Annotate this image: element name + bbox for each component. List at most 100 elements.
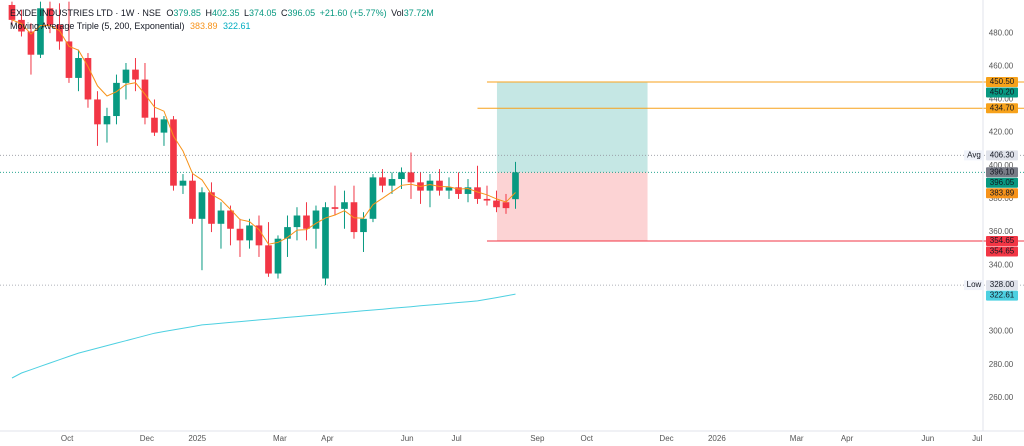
level-label: 354.65 [990,236,1015,245]
candle-body [360,218,367,233]
ohlc-value: 379.85 [173,8,201,18]
candle-body [512,172,519,200]
x-tick-label: Jul [451,434,461,443]
candle-body [113,82,120,117]
candle-body [46,8,54,25]
x-tick-label: Apr [321,434,334,443]
candle-body [322,207,329,279]
volume-label: Vol [391,8,404,18]
change: +21.60 (+5.77%) [320,8,387,18]
indicator-value: 383.89 [190,21,218,31]
y-tick-label: 280.00 [989,360,1014,369]
plot-area [0,1,1024,379]
candle-body [27,31,35,55]
x-tick-label: Oct [581,434,594,443]
level-tag-box [964,150,984,161]
candle-body [350,202,358,233]
level-tag-box [964,280,984,291]
candle-body [84,58,92,100]
candle-body [379,177,386,186]
level-label: 406.30 [990,150,1015,159]
level-label: 328.00 [990,280,1015,289]
indicator: Moving Average Triple (5, 200, Exponenti… [10,21,184,31]
level-label: 383.89 [990,188,1015,197]
candle-body [284,227,291,239]
x-tick-label: 2025 [188,434,206,443]
indicator-line [11,293,516,379]
x-tick-label: Dec [659,434,673,443]
level-label: 434.70 [990,103,1015,112]
candle-body [227,210,234,229]
candle-body [303,215,310,229]
candle-body [474,187,481,199]
candle-body [56,24,63,42]
level-tag: Avg [967,150,981,159]
level-label-box [986,150,1018,161]
level-label: 450.50 [990,77,1015,86]
candle-body [398,172,405,180]
y-tick-label: 460.00 [989,61,1014,70]
candle-body [18,19,25,32]
symbol: EXIDE INDUSTRIES LTD · 1W · NSE [10,8,161,18]
candle-body [312,210,320,229]
candle-body [426,180,434,191]
candle-body [122,69,130,83]
level-label-box [986,167,1018,178]
candle-body [483,198,491,201]
x-tick-label: Oct [61,434,74,443]
level-label: 450.20 [990,88,1015,97]
level-label: 354.65 [990,247,1015,256]
x-tick-label: 2026 [708,434,726,443]
x-tick-label: Mar [273,434,287,443]
candle-body [189,180,196,219]
candle-body [265,245,272,274]
candle-body [274,238,282,274]
y-tick-label: 300.00 [989,327,1014,336]
candle-body [217,210,225,224]
candle-body [179,180,187,186]
candle-body [407,172,415,183]
candle-body [255,225,263,246]
level-label: 396.05 [990,178,1015,187]
candle-body [369,177,377,219]
candle-body [246,225,253,241]
ohlc-label: H [205,8,212,18]
candle-body [94,99,101,125]
y-tick-label: 360.00 [989,227,1014,236]
level-label-box [986,290,1018,301]
x-tick-label: Sep [530,434,545,443]
x-tick-label: Apr [841,434,854,443]
volume: 37.72M [404,8,434,18]
x-tick-label: Jun [921,434,934,443]
x-tick-label: Jul [972,434,982,443]
ohlc-value: 402.35 [212,8,240,18]
ohlc-value: 374.05 [249,8,277,18]
candle-body [455,187,462,194]
candle-body [208,192,215,224]
indicator-line: Moving Average Triple (5, 200, Exponenti… [10,21,251,31]
header-line: EXIDE INDUSTRIES LTD · 1W · NSE O379.85 … [10,8,434,18]
candle-body [132,69,139,80]
level-tag: Low [967,280,982,289]
candle-body [493,200,500,208]
x-tick-label: Jun [401,434,414,443]
x-tick-label: Dec [140,434,154,443]
loss-zone [496,172,648,241]
candle-body [8,4,16,20]
candle-body [198,192,206,219]
ohlc-value: 396.05 [288,8,316,18]
ohlc-label: L [244,8,249,18]
candle-body [464,187,472,194]
level-label-box [986,235,1018,246]
y-tick-label: 380.00 [989,194,1014,203]
level-label-box [986,77,1018,88]
level-label-box [986,87,1018,98]
candle-body [388,179,396,186]
y-tick-label: 400.00 [989,161,1014,170]
candle-body [65,41,73,78]
candle-body [141,79,149,118]
y-tick-label: 260.00 [989,393,1014,402]
candle-body [341,202,348,209]
level-label: 322.61 [990,291,1015,300]
